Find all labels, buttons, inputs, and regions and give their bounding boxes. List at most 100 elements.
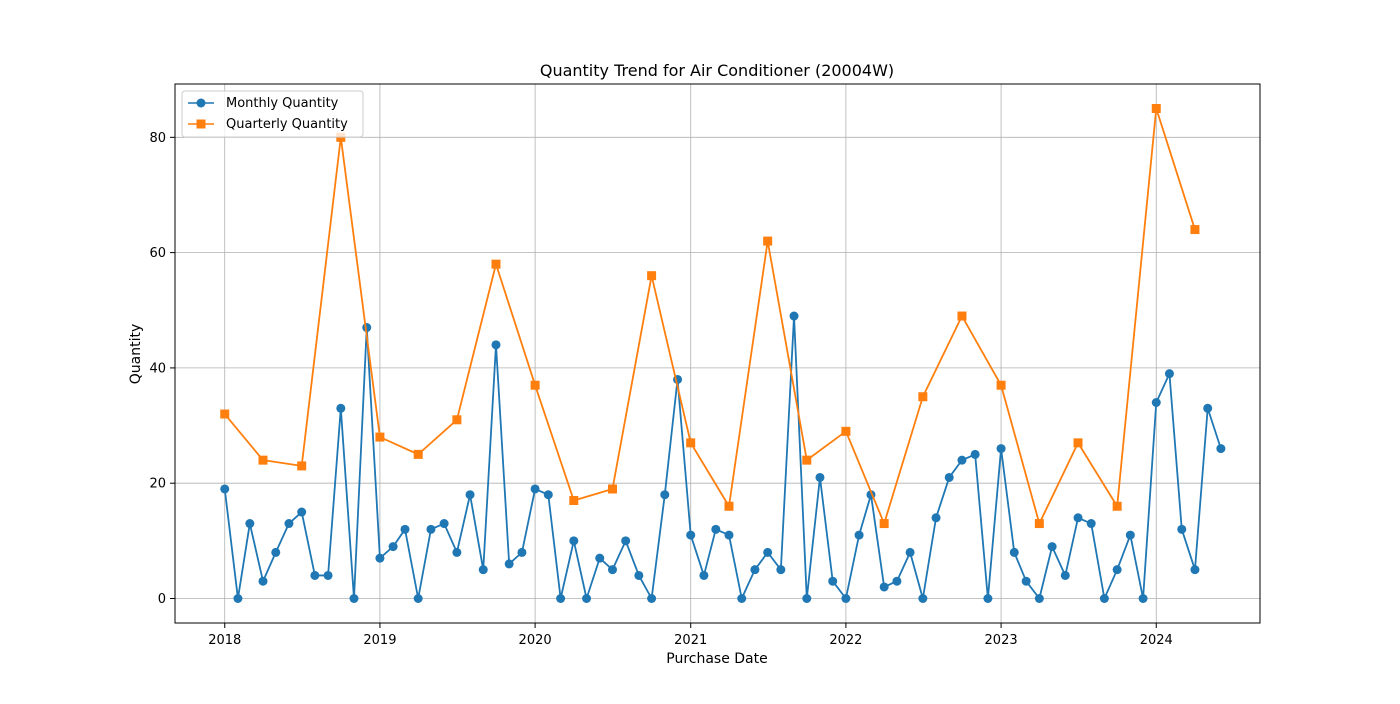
data-point (724, 501, 734, 511)
y-tick-label: 20 (149, 477, 166, 492)
data-point (1164, 369, 1174, 379)
data-point (905, 547, 915, 557)
data-point (686, 530, 696, 540)
data-point (1009, 547, 1019, 557)
data-point (750, 565, 760, 575)
data-point (841, 426, 851, 436)
data-point (841, 594, 851, 603)
data-point (970, 449, 980, 459)
x-axis-label: Purchase Date (666, 651, 768, 667)
data-point (1021, 576, 1031, 586)
y-axis-label: Quantity (128, 324, 144, 385)
data-point (879, 519, 889, 529)
data-point (918, 594, 928, 603)
data-point (621, 536, 631, 546)
data-point (983, 594, 993, 603)
data-point (1112, 501, 1122, 511)
series-layer (220, 104, 1226, 603)
data-point (1034, 519, 1044, 529)
legend-label-quarterly: Quarterly Quantity (226, 117, 348, 132)
data-point (413, 594, 423, 603)
data-point (595, 553, 605, 563)
data-point (724, 530, 734, 540)
data-point (802, 455, 812, 465)
data-point (349, 594, 359, 603)
x-tick-label: 2022 (829, 633, 862, 648)
data-point (284, 519, 294, 529)
data-point (1203, 403, 1213, 413)
data-point (556, 594, 566, 603)
data-point (569, 536, 579, 546)
data-point (504, 559, 514, 569)
x-tick-label: 2021 (674, 633, 707, 648)
data-point (802, 594, 812, 603)
legend: Monthly Quantity Quarterly Quantity (181, 90, 364, 138)
data-point (879, 582, 889, 592)
x-tick-label: 2018 (208, 633, 241, 648)
series-quarterly (220, 104, 1200, 529)
data-point (1073, 438, 1083, 448)
data-point (828, 576, 838, 586)
data-point (607, 565, 617, 575)
plot-area-frame (174, 83, 1261, 624)
data-point (323, 570, 333, 580)
data-point (297, 461, 307, 471)
data-point (220, 409, 230, 419)
data-point (1112, 565, 1122, 575)
data-point (854, 530, 864, 540)
data-point (530, 380, 540, 390)
data-point (439, 519, 449, 529)
data-point (336, 403, 346, 413)
data-point (607, 484, 617, 494)
legend-marker-quarterly (196, 119, 206, 129)
data-point (1073, 513, 1083, 523)
chart-title: Quantity Trend for Air Conditioner (2000… (540, 61, 894, 80)
data-point (258, 455, 268, 465)
data-point (1099, 594, 1109, 603)
data-point (375, 432, 385, 442)
data-point (413, 449, 423, 459)
series-monthly (220, 311, 1226, 603)
data-point (543, 490, 553, 500)
x-tick-label: 2024 (1140, 633, 1173, 648)
data-point (647, 594, 657, 603)
data-point (944, 472, 954, 482)
data-point (1177, 524, 1187, 534)
data-point (220, 484, 230, 494)
data-point (634, 570, 644, 580)
data-point (569, 496, 579, 505)
data-point (1151, 104, 1161, 113)
data-point (271, 547, 281, 557)
data-point (686, 438, 696, 448)
y-tick-label: 60 (149, 246, 166, 261)
data-point (1060, 570, 1070, 580)
data-point (1138, 594, 1148, 603)
data-point (388, 542, 398, 552)
data-point (297, 507, 307, 517)
data-point (789, 311, 799, 321)
data-point (996, 380, 1006, 390)
data-point (310, 570, 320, 580)
data-point (815, 472, 825, 482)
data-point (530, 484, 540, 494)
axes: 2018 2019 2020 2021 2022 2023 2024 0 20 40 60 80 (149, 131, 1172, 648)
legend-label-monthly: Monthly Quantity (226, 96, 339, 111)
data-point (426, 524, 436, 534)
data-point (918, 392, 928, 402)
data-point (1190, 565, 1200, 575)
data-point (1047, 542, 1057, 552)
data-point (699, 570, 709, 580)
y-tick-label: 40 (149, 361, 166, 376)
data-point (400, 524, 410, 534)
legend-box (181, 90, 364, 138)
data-point (957, 311, 967, 321)
data-point (660, 490, 670, 500)
data-point (1216, 444, 1226, 454)
data-point (1151, 398, 1161, 407)
data-point (647, 271, 657, 281)
x-tick-label: 2023 (985, 633, 1018, 648)
data-point (1190, 225, 1200, 235)
legend-marker-monthly (196, 98, 206, 108)
data-point (375, 553, 385, 563)
